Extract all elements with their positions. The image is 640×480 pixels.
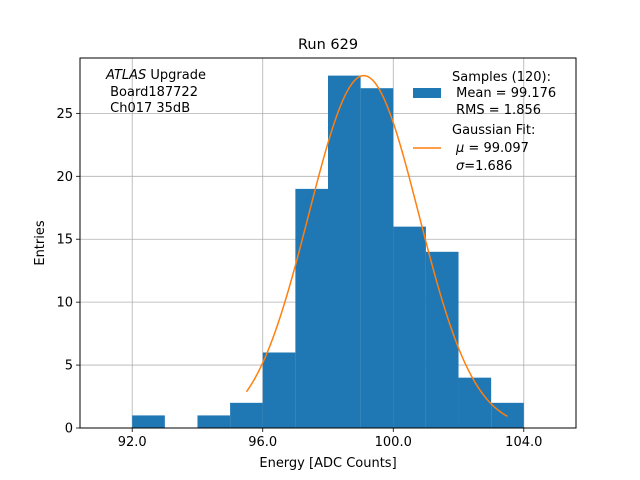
- y-tick-label: 25: [56, 107, 73, 122]
- histogram-bar: [393, 226, 426, 428]
- y-axis-ticks: 0 5 10 15 20 25: [56, 107, 80, 437]
- histogram-bar: [262, 352, 296, 428]
- legend-fit-line-3: σ=1.686: [456, 159, 512, 174]
- legend-samples-line-2: Mean = 99.176: [452, 86, 556, 101]
- legend-mu-symbol: μ: [455, 141, 464, 156]
- legend-fit-line-1: Gaussian Fit:: [452, 123, 535, 138]
- plot-frame: [79, 57, 577, 429]
- x-tick-label: 104.0: [505, 435, 542, 450]
- y-tick-label: 10: [56, 296, 73, 311]
- histogram-bar: [295, 188, 328, 428]
- y-tick-label: 0: [65, 422, 73, 437]
- annotation-upgrade: Upgrade: [146, 68, 206, 83]
- histogram-bar: [132, 415, 165, 428]
- annotation-atlas: ATLAS: [105, 68, 146, 83]
- legend-samples-swatch: [413, 88, 441, 98]
- legend-samples-line-3: RMS = 1.856: [452, 103, 541, 118]
- histogram-bar: [425, 251, 459, 428]
- histogram-bar: [458, 377, 492, 428]
- y-axis-label: Entries: [33, 220, 48, 266]
- x-tick-label: 100.0: [375, 435, 412, 450]
- annotation-line-1: ATLAS Upgrade: [105, 68, 206, 83]
- y-tick-label: 20: [56, 170, 73, 185]
- legend-mu-value: = 99.097: [464, 141, 529, 156]
- legend-fit-line-2: μ = 99.097: [455, 141, 529, 156]
- annotation: ATLAS Upgrade Board187722 Ch017 35dB: [105, 68, 206, 116]
- annotation-line-2: Board187722: [106, 85, 198, 100]
- histogram-bar: [230, 402, 263, 428]
- histogram-bars: [132, 75, 524, 429]
- x-tick-label: 96.0: [248, 435, 277, 450]
- legend-samples-line-1: Samples (120):: [452, 70, 551, 85]
- y-tick-label: 15: [56, 233, 73, 248]
- legend-sigma-symbol: σ: [456, 159, 465, 174]
- x-axis-ticks: 92.0 96.0 100.0 104.0: [118, 428, 542, 450]
- legend: Samples (120): Mean = 99.176 RMS = 1.856…: [413, 70, 556, 174]
- fit-curve: [245, 74, 508, 418]
- annotation-line-3: Ch017 35dB: [106, 101, 190, 116]
- histogram-bar: [360, 88, 394, 429]
- histogram-bar: [491, 402, 524, 428]
- legend-sigma-value: =1.686: [464, 159, 512, 174]
- chart-title: Run 629: [298, 37, 358, 53]
- histogram-bar: [197, 415, 231, 428]
- histogram-bar: [328, 75, 361, 428]
- x-axis-label: Energy [ADC Counts]: [259, 456, 396, 471]
- x-tick-label: 92.0: [118, 435, 147, 450]
- gaussian-fit: [245, 74, 508, 418]
- y-tick-label: 5: [65, 359, 73, 374]
